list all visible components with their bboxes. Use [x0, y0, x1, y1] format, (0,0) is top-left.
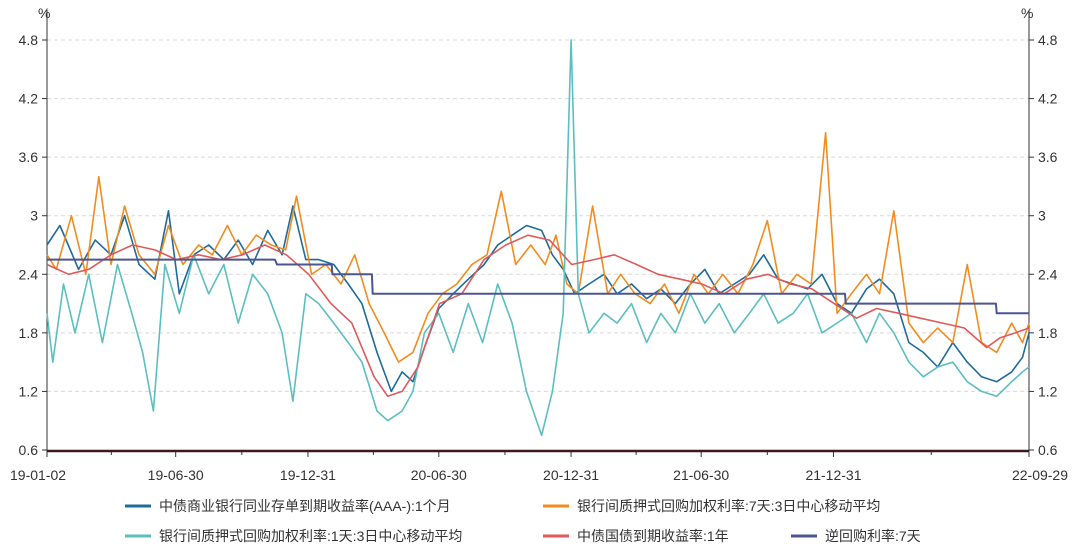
- x-tick-label: 20-06-30: [411, 467, 467, 483]
- series-line-1: [46, 205, 1030, 393]
- y-tick-label-left: 4.2: [19, 91, 39, 107]
- y-tick-label-right: 4.8: [1038, 32, 1058, 48]
- y-tick-label-right: 2.4: [1038, 266, 1058, 282]
- y-tick-label-right: 1.8: [1038, 325, 1058, 341]
- gridlines: [47, 39, 1029, 392]
- series-line-2: [46, 131, 1030, 363]
- y-tick-label-right: 4.2: [1038, 91, 1058, 107]
- y-tick-label-right: 3.6: [1038, 149, 1058, 165]
- legend-label: 银行间质押式回购加权利率:1天:3日中心移动平均: [159, 528, 462, 544]
- y-tick-label-left: 3: [30, 208, 38, 224]
- y-tick-label-right: 0.6: [1038, 442, 1058, 458]
- x-tick-label: 20-12-31: [543, 467, 599, 483]
- x-tick-label: 21-06-30: [673, 467, 729, 483]
- series-lines: [46, 39, 1030, 437]
- y-tick-label-left: 1.8: [19, 325, 39, 341]
- legend-item-2: 银行间质押式回购加权利率:7天:3日中心移动平均: [543, 498, 880, 514]
- legend-item-4: 中债国债到期收益率:1年: [543, 528, 729, 544]
- x-tick-label: 19-06-30: [148, 467, 204, 483]
- y-tick-label-right: 1.2: [1038, 383, 1058, 399]
- legend: 中债商业银行同业存单到期收益率(AAA-):1个月 银行间质押式回购加权利率:7天…: [125, 498, 921, 544]
- legend-item-5: 逆回购利率:7天: [791, 528, 921, 544]
- y-tick-label-left: 3.6: [19, 149, 39, 165]
- y-tick-label-right: 3: [1038, 208, 1046, 224]
- axes: 0.6 0.6 1.2 1.2 1.8 1.8 2.4 2.4 3 3 3.6 3.6 4.2 4.2 4.…: [10, 10, 1068, 483]
- y-tick-label-left: 1.2: [19, 383, 39, 399]
- x-tick-label: 19-12-31: [280, 467, 336, 483]
- left-y-unit-label: %: [38, 5, 50, 21]
- legend-item-1: 中债商业银行同业存单到期收益率(AAA-):1个月: [125, 498, 451, 514]
- series-line-3: [46, 39, 1030, 437]
- y-tick-label-left: 4.8: [19, 32, 39, 48]
- x-tick-label: 21-12-31: [805, 467, 861, 483]
- legend-item-3: 银行间质押式回购加权利率:1天:3日中心移动平均: [125, 528, 462, 544]
- x-tick-label: 19-01-02: [10, 467, 66, 483]
- right-y-unit-label: %: [1021, 5, 1033, 21]
- series-line-5: [47, 258, 1029, 315]
- legend-label: 逆回购利率:7天: [825, 528, 921, 544]
- legend-label: 中债商业银行同业存单到期收益率(AAA-):1个月: [159, 498, 451, 514]
- legend-label: 中债国债到期收益率:1年: [577, 528, 729, 544]
- x-tick-label: 22-09-29: [1012, 467, 1068, 483]
- y-tick-label-left: 0.6: [19, 442, 39, 458]
- y-tick-label-left: 2.4: [19, 266, 39, 282]
- legend-label: 银行间质押式回购加权利率:7天:3日中心移动平均: [577, 498, 880, 514]
